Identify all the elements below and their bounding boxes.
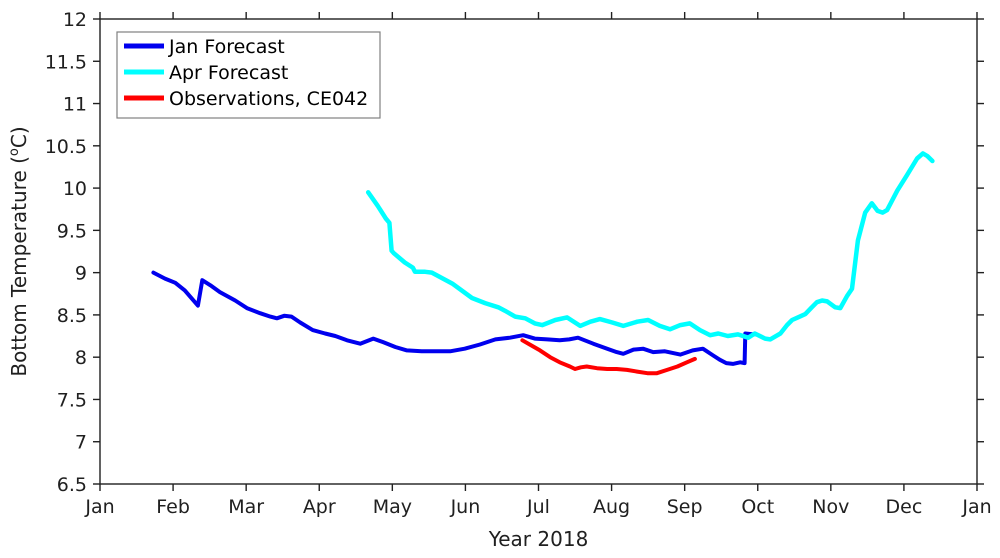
x-tick-label: Apr bbox=[303, 496, 336, 518]
x-tick-label: Jan bbox=[84, 496, 114, 518]
legend-label-1: Jan Forecast bbox=[168, 36, 285, 58]
y-tick-label: 7 bbox=[75, 432, 87, 454]
x-tick-label: Oct bbox=[741, 496, 774, 518]
legend-label-2: Apr Forecast bbox=[169, 62, 288, 84]
y-tick-label: 8 bbox=[75, 347, 87, 369]
x-tick-label: Feb bbox=[156, 496, 190, 518]
x-tick-label: Aug bbox=[593, 496, 630, 518]
x-tick-label: Jun bbox=[450, 496, 481, 518]
series-line-observations-ce042 bbox=[520, 338, 697, 376]
x-tick-label: Jul bbox=[526, 496, 550, 518]
y-tick-label: 8.5 bbox=[57, 305, 87, 327]
x-axis-ticks: Jan Feb Mar Apr May Jun Jul Aug Sep Oct Nov Dec Jan bbox=[84, 12, 992, 518]
y-tick-label: 9.5 bbox=[57, 220, 87, 242]
x-tick-label: Jan bbox=[961, 496, 991, 518]
y-axis-ticks: 6.5 7 7.5 8 8.5 9 9.5 10 10.5 11 11.5 12 bbox=[45, 9, 984, 496]
y-tick-label: 7.5 bbox=[57, 389, 87, 411]
series-line-jan-forecast bbox=[151, 270, 756, 366]
y-tick-label: 10 bbox=[63, 178, 87, 200]
y-tick-label: 11.5 bbox=[45, 51, 87, 73]
y-tick-label: 11 bbox=[63, 94, 87, 116]
x-tick-label: Dec bbox=[886, 496, 923, 518]
legend-label-3: Observations, CE042 bbox=[169, 88, 368, 110]
y-axis-label: Bottom Temperature (oC) bbox=[7, 126, 31, 376]
legend: Jan Forecast Apr Forecast Observations, CE… bbox=[116, 31, 381, 119]
x-axis-label: Year 2018 bbox=[488, 527, 589, 551]
y-tick-label: 12 bbox=[63, 9, 87, 31]
y-tick-label: 10.5 bbox=[45, 136, 87, 158]
x-tick-label: Mar bbox=[228, 496, 264, 518]
series-line-apr-forecast bbox=[365, 151, 935, 342]
y-tick-label: 9 bbox=[75, 263, 87, 285]
x-tick-label: Nov bbox=[812, 496, 849, 518]
x-tick-label: Sep bbox=[667, 496, 703, 518]
x-tick-label: May bbox=[373, 496, 412, 518]
y-tick-label: 6.5 bbox=[57, 474, 87, 496]
